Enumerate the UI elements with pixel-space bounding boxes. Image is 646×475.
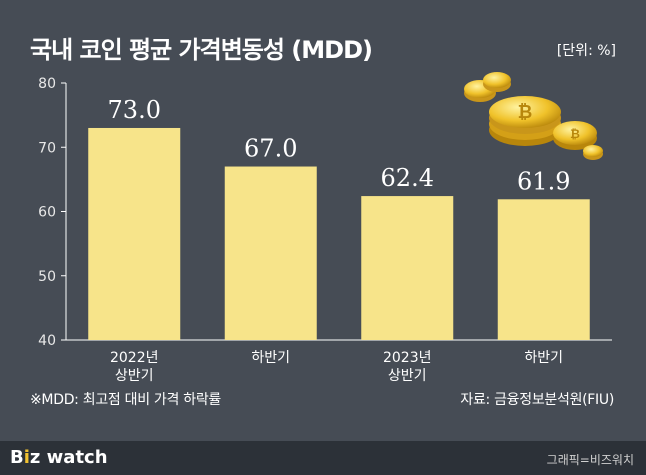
graphic-credit: 그래픽=비즈워치 (546, 453, 634, 467)
svg-text:₿: ₿ (518, 102, 533, 123)
mdd-footnote: ※MDD: 최고점 대비 가격 하락률 (30, 392, 221, 408)
svg-text:₿: ₿ (570, 127, 580, 141)
y-tick-label: 70 (38, 140, 56, 156)
bar-value-label: 67.0 (244, 135, 297, 163)
chart-title: 국내 코인 평균 가격변동성 (MDD) (30, 36, 373, 64)
x-tick-label: 하반기 (524, 350, 563, 366)
x-tick-label: 2023년 (383, 350, 432, 366)
bar-value-label: 73.0 (108, 96, 161, 124)
bar (88, 127, 181, 340)
bar (224, 166, 317, 340)
x-tick-label: 상반기 (115, 368, 154, 384)
unit-label: [단위: %] (556, 43, 616, 59)
y-tick-label: 60 (38, 205, 56, 221)
y-tick-label: 40 (38, 333, 56, 349)
bar-value-label: 62.4 (381, 164, 434, 192)
bar-value-label: 61.9 (517, 167, 570, 195)
y-tick-label: 50 (38, 269, 56, 285)
bitcoin-coins-icon: ₿ ₿ (464, 72, 603, 160)
x-tick-label: 상반기 (388, 368, 427, 384)
footer-bar: Biz watch 그래픽=비즈워치 (0, 441, 646, 475)
bar (361, 196, 454, 340)
bizwatch-logo: Biz watch (10, 447, 108, 468)
y-tick-label: 80 (38, 76, 56, 92)
bar (497, 199, 590, 340)
data-source: 자료: 금융정보분석원(FIU) (460, 392, 614, 408)
x-tick-label: 2022년 (110, 350, 159, 366)
x-tick-label: 하반기 (251, 350, 290, 366)
